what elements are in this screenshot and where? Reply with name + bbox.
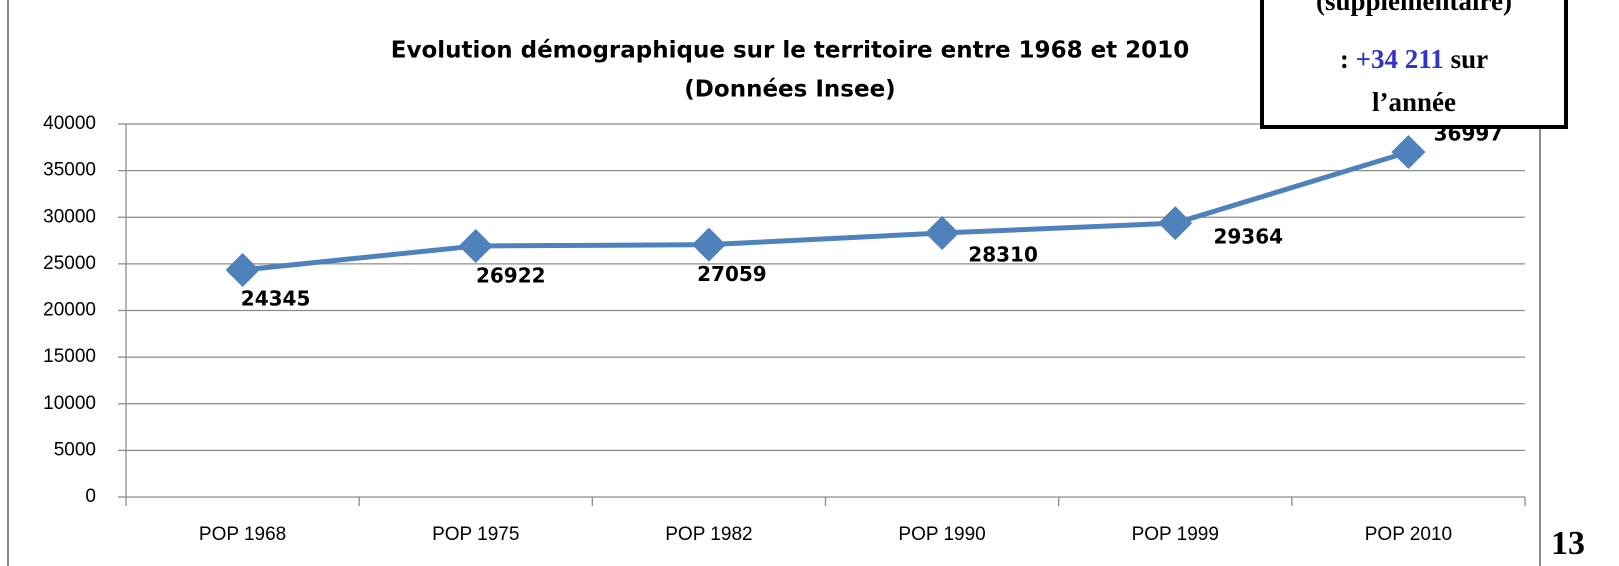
data-point [1158, 206, 1193, 241]
data-label: 28310 [968, 243, 1038, 267]
y-tick-label: 25000 [43, 253, 96, 274]
chart-frame [7, 0, 1541, 566]
callout-text: sur [1451, 44, 1489, 74]
page-number: 13 [1551, 525, 1585, 562]
y-tick-label: 15000 [43, 346, 96, 367]
callout-text: l’année [1372, 87, 1456, 117]
x-tick-label: POP 1990 [898, 524, 985, 545]
series-line [242, 149, 1410, 273]
x-tick-label: POP 1975 [432, 524, 519, 545]
callout-text: (supplémentaire) [1316, 0, 1512, 16]
data-point [225, 252, 260, 287]
y-tick-label: 5000 [54, 439, 96, 460]
chart-title: Evolution démographique sur le territoir… [391, 38, 1189, 64]
data-point [691, 227, 726, 262]
data-label: 24345 [241, 286, 311, 310]
data-point [1391, 135, 1426, 170]
y-tick-label: 20000 [43, 300, 96, 321]
y-tick-label: 0 [85, 486, 96, 507]
callout-text: : [1340, 44, 1349, 74]
data-point [925, 216, 960, 251]
x-tick-label: POP 1968 [199, 524, 286, 545]
y-tick-label: 10000 [43, 393, 96, 414]
y-tick-label: 35000 [43, 160, 96, 181]
callout-text: : +34 211 sur [1340, 44, 1488, 74]
callout-highlight: +34 211 [1356, 44, 1444, 74]
data-label: 29364 [1213, 225, 1283, 249]
callout-box [1260, 0, 1568, 129]
y-tick-label: 30000 [43, 206, 96, 227]
x-tick-label: POP 1982 [665, 524, 752, 545]
data-label: 27059 [697, 262, 767, 286]
data-label: 26922 [476, 263, 546, 287]
x-tick-label: POP 1999 [1132, 524, 1219, 545]
y-tick-label: 40000 [43, 113, 96, 134]
data-point [458, 228, 493, 263]
plot: 0 5000 10000 15000 20000 25000 30000 35000 40000… [43, 113, 1526, 545]
x-tick-label: POP 2010 [1365, 524, 1452, 545]
chart-title: (Données Insee) [684, 77, 895, 103]
